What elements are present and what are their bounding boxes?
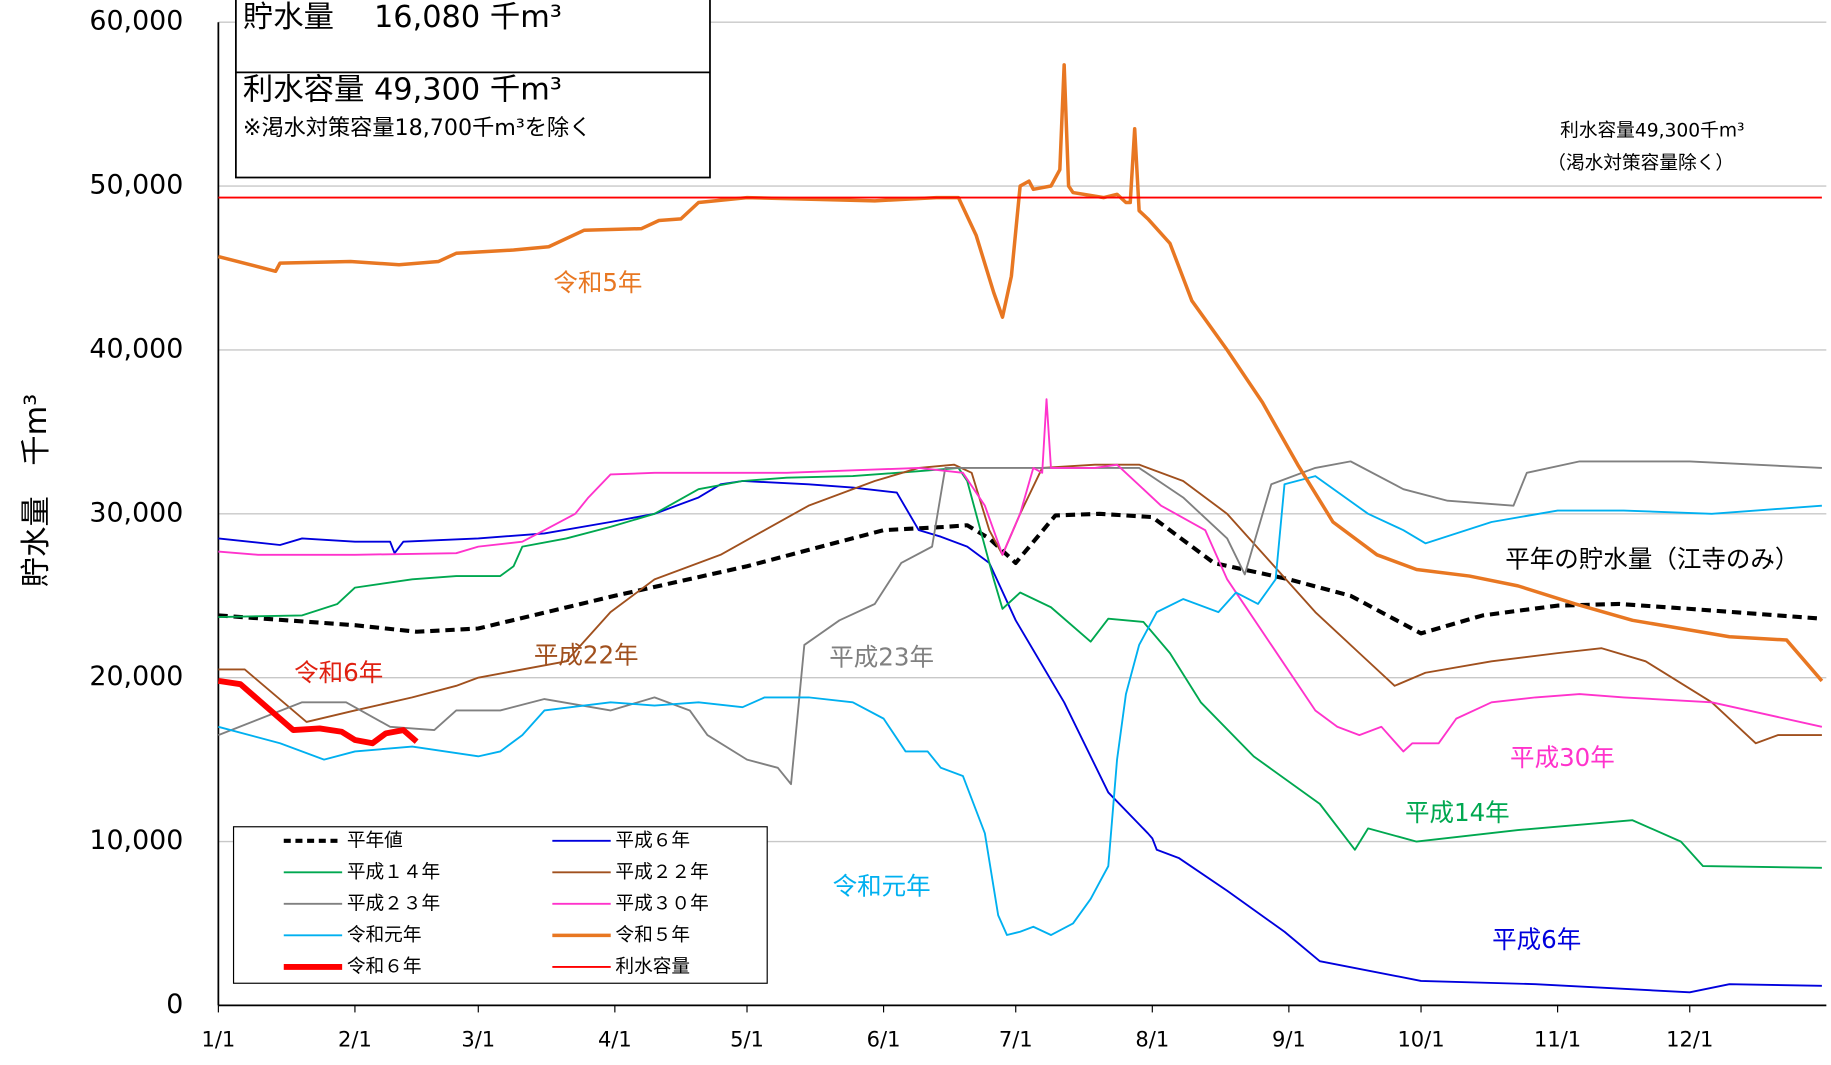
- series-label: 平成22年: [534, 640, 639, 669]
- x-tick-label: 11/1: [1534, 1026, 1581, 1051]
- x-tick-label: 7/1: [999, 1026, 1033, 1051]
- series-label: 平成23年: [829, 643, 934, 672]
- y-tick-label: 40,000: [89, 333, 183, 364]
- series-label: 令和元年: [833, 871, 931, 900]
- legend-label: 平成６年: [615, 830, 690, 851]
- x-tick-label: 4/1: [598, 1026, 632, 1051]
- series-label: 令和6年: [294, 658, 383, 687]
- y-tick-label: 50,000: [89, 170, 183, 201]
- x-tick-label: 10/1: [1397, 1026, 1444, 1051]
- x-tick-label: 12/1: [1666, 1026, 1713, 1051]
- annotation: （渇水対策容量除く）: [1547, 153, 1734, 174]
- legend-label: 平成２３年: [347, 893, 440, 914]
- x-tick-label: 6/1: [867, 1026, 901, 1051]
- legend-label: 利水容量: [615, 956, 690, 977]
- y-tick-label: 30,000: [89, 497, 183, 528]
- series-label: 平成30年: [1510, 743, 1615, 772]
- legend-label: 令和元年: [347, 925, 422, 946]
- legend-label: 令和５年: [615, 925, 690, 946]
- legend-label: 令和６年: [347, 956, 422, 977]
- info-storage: 貯水量 16,080 千m³: [243, 0, 562, 35]
- y-axis-label: 貯水量 千m³: [19, 394, 54, 588]
- series-line: [218, 475, 1822, 936]
- info-note: ※渇水対策容量18,700千m³を除く: [243, 115, 591, 141]
- x-tick-label: 8/1: [1135, 1026, 1169, 1051]
- series-label: 平年の貯水量（江寺のみ）: [1505, 545, 1799, 574]
- series-line: [218, 480, 1822, 994]
- legend-label: 平年値: [347, 830, 403, 851]
- y-tick-label: 10,000: [89, 825, 183, 856]
- legend-box: [232, 826, 768, 984]
- y-tick-label: 0: [166, 989, 183, 1020]
- series-line: [218, 511, 1823, 636]
- series-label: 利水容量49,300千m³: [1560, 120, 1744, 141]
- x-tick-label: 5/1: [730, 1026, 764, 1051]
- x-tick-label: 3/1: [461, 1026, 495, 1051]
- x-tick-label: 2/1: [338, 1026, 372, 1051]
- legend-label: 平成３０年: [615, 893, 708, 914]
- y-tick-label: 60,000: [89, 6, 183, 37]
- series-label: 平成6年: [1492, 925, 1581, 954]
- legend-label: 平成２２年: [615, 862, 708, 883]
- info-capacity: 利水容量 49,300 千m³: [243, 73, 562, 108]
- x-tick-label: 9/1: [1272, 1026, 1306, 1051]
- series-line: [218, 398, 1823, 753]
- x-tick-label: 1/1: [201, 1026, 235, 1051]
- info-box: [235, 0, 711, 179]
- y-tick-label: 20,000: [89, 661, 183, 692]
- legend-label: 平成１４年: [347, 862, 440, 883]
- series-label: 平成14年: [1405, 798, 1510, 827]
- series-line: [218, 460, 1822, 786]
- series-line: [217, 678, 419, 747]
- series-line: [218, 466, 1822, 869]
- series-line: [217, 63, 1824, 683]
- series-label: 令和5年: [553, 268, 642, 297]
